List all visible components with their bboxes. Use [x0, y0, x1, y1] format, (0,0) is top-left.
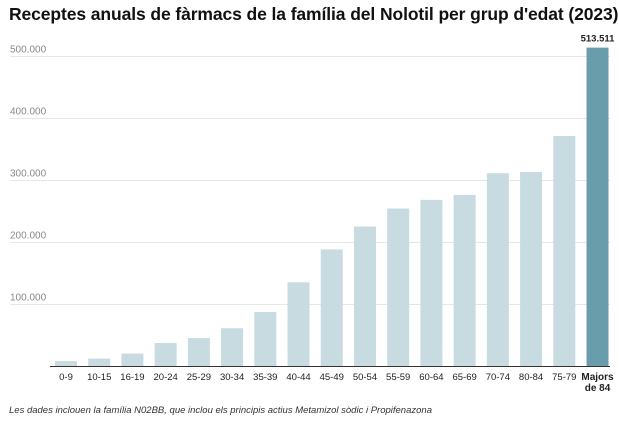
bars [55, 47, 609, 367]
x-tick-label: 16-19 [120, 372, 144, 383]
bar [387, 208, 410, 366]
x-tick-label: 55-59 [386, 372, 410, 383]
bar [420, 199, 443, 366]
y-tick-label: 500.000 [10, 45, 47, 56]
x-tick-label: 20-24 [154, 372, 178, 383]
bar [353, 226, 376, 366]
chart-title: Receptes anuals de fàrmacs de la família… [9, 4, 619, 24]
bar [221, 328, 244, 366]
y-tick-label: 300.000 [10, 169, 47, 180]
x-tick-label: 25-29 [187, 372, 211, 383]
footnote: Les dades inclouen la família N02BB, que… [9, 405, 432, 416]
bar [287, 282, 310, 366]
bar [553, 135, 576, 366]
x-tick-label: 60-64 [419, 372, 443, 383]
x-tick-label: 50-54 [353, 372, 377, 383]
gridlines [10, 56, 610, 305]
bar [520, 171, 543, 366]
bar [187, 338, 210, 366]
x-tick-label: 40-44 [286, 372, 310, 383]
x-tick-label: 35-39 [253, 372, 277, 383]
x-tick-label: 80-84 [519, 372, 543, 383]
x-tick-label: Majors de 84 [581, 372, 614, 394]
y-tick-label: 200.000 [10, 231, 47, 242]
x-tick-label: 45-49 [320, 372, 344, 383]
x-tick-label: 65-69 [452, 372, 476, 383]
bar [486, 173, 509, 366]
labels: 100.000 200.000 300.000 400.000 500.000 0-9 10… [10, 34, 615, 394]
x-tick-label: 70-74 [486, 372, 510, 383]
bar [320, 249, 343, 366]
bar-chart: 100.000 200.000 300.000 400.000 500.000 0-9 10… [10, 34, 615, 394]
bar [586, 47, 609, 367]
bar [453, 194, 476, 366]
x-tick-label: 75-79 [552, 372, 576, 383]
bar [55, 361, 77, 366]
y-tick-label: 400.000 [10, 107, 47, 118]
bar [154, 343, 177, 366]
x-tick-label: 30-34 [220, 372, 244, 383]
bar [254, 312, 277, 366]
y-tick-label: 100.000 [10, 293, 47, 304]
value-label: 513.511 [581, 34, 616, 45]
x-tick-label: 0-9 [59, 372, 73, 383]
x-tick-label: 10-15 [87, 372, 111, 383]
bar [88, 358, 111, 366]
bar [121, 353, 144, 366]
